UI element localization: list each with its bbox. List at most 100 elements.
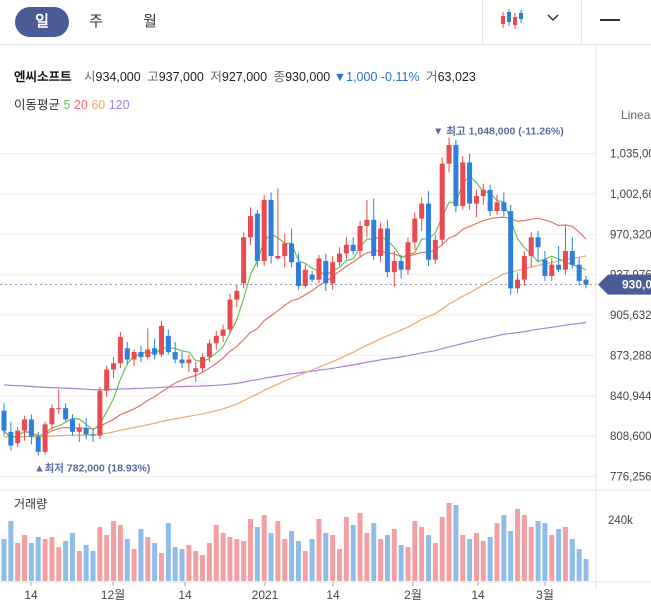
chevron-down-icon[interactable] [547,14,559,22]
y-tick-label: 840,944 [610,391,651,403]
volume-bar [83,545,89,581]
candle [480,183,486,205]
candle [501,192,507,217]
volume-bar [521,515,527,581]
volume-bar [569,539,575,581]
candle-body [405,242,411,270]
candle [117,332,123,369]
candle-body [28,419,34,437]
volume-bar [200,555,206,581]
candle [165,329,171,355]
candle [330,255,336,290]
candle [295,253,301,290]
candle [172,342,178,364]
volume-bar [405,547,411,581]
ma-120-line [3,321,587,391]
candle-body [357,226,363,251]
volume-bar [206,543,212,581]
candle [487,184,493,217]
candle-body [426,203,432,260]
volume-bar [282,539,288,581]
candle [22,415,28,441]
candle-body [501,202,507,212]
candle-body [234,290,240,300]
candle [398,254,404,279]
candle-body [412,218,418,243]
tab-daily[interactable]: 일 [15,7,69,37]
low-label: 저 [210,70,222,84]
candle [371,198,377,260]
stock-info: 엔씨소프트 시934,000 고937,000 저927,000 종930,00… [14,66,476,85]
candle-body [289,243,295,263]
volume-bar [480,541,486,581]
candle [69,414,75,436]
candle-body [220,329,226,336]
candle [261,194,267,266]
volume-bar [316,519,322,581]
tab-monthly[interactable]: 월 [143,13,157,30]
candle [426,191,432,266]
volume-bar [542,523,548,581]
candle-body [439,163,445,240]
candle-body [343,244,349,254]
candle [241,232,247,289]
candle-body [15,430,21,444]
volume-bar [439,517,445,581]
volume-bar [467,539,473,581]
volume-bar [227,537,233,581]
candle [357,221,363,258]
x-tick-label: 12월 [101,588,125,602]
candle-body [158,325,164,355]
volume-bar [371,523,377,581]
volume-bar [460,535,466,581]
candle [138,345,144,363]
candle [446,137,452,173]
candle [343,237,349,260]
candle [254,209,260,268]
candle-body [337,253,343,263]
scale-mode[interactable]: Linear [621,108,651,122]
candle [316,254,322,284]
x-tick-label: 2월 [404,588,422,602]
candle-body [35,436,41,452]
candlestick-icon[interactable] [500,8,526,30]
ma-5-line [3,175,587,439]
volume-bar [90,551,96,581]
y-tick-label: 1,002,664 [610,189,651,201]
volume-bar [35,537,41,581]
ma-60-line [3,255,587,438]
volume-bar [330,535,336,581]
candle [145,328,151,360]
candle-body [247,216,253,238]
volume-bar [28,543,34,581]
volume-bar [494,523,500,581]
volume-bar [323,533,329,581]
volume-bar [76,551,82,581]
candle [384,219,390,278]
candle [268,192,274,264]
candle-body [556,264,562,270]
candle-body [295,262,301,286]
minus-icon[interactable] [600,18,620,22]
ma-legend-label: 이동평균 [14,98,61,112]
x-tick-label: 3월 [536,588,554,602]
candle [8,421,14,451]
ma-5[interactable]: 5 [63,98,71,112]
volume-bar [69,533,75,581]
candle [200,353,206,372]
tab-weekly[interactable]: 주 [89,13,103,30]
candle [556,246,562,273]
ma-60[interactable]: 60 [91,98,106,112]
candle [186,354,192,372]
candle [131,349,137,366]
candle-body [302,269,308,286]
ma-20[interactable]: 20 [73,98,88,112]
volume-bar [337,549,343,581]
ma-120[interactable]: 120 [108,98,130,112]
candle [227,293,233,334]
candle-body [528,237,534,256]
candle [412,212,418,250]
candle [460,156,466,210]
candle-body [76,428,82,432]
